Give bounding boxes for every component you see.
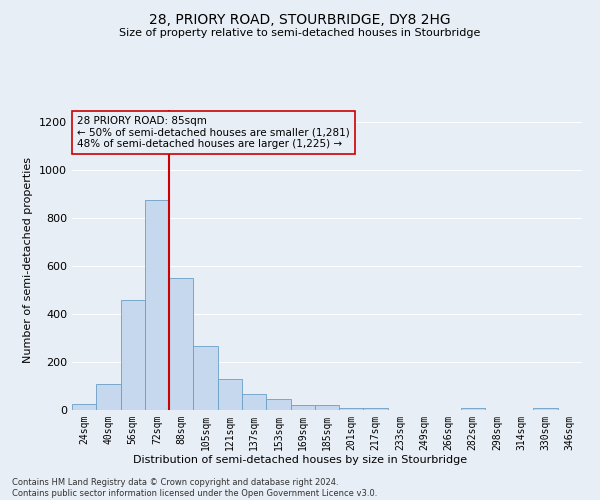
Bar <box>266 399 290 410</box>
Bar <box>315 405 339 410</box>
Bar <box>461 408 485 410</box>
Bar <box>533 408 558 410</box>
Text: 28 PRIORY ROAD: 85sqm
← 50% of semi-detached houses are smaller (1,281)
48% of s: 28 PRIORY ROAD: 85sqm ← 50% of semi-deta… <box>77 116 350 149</box>
Bar <box>121 300 145 410</box>
Bar <box>193 346 218 410</box>
Bar <box>364 408 388 410</box>
Y-axis label: Number of semi-detached properties: Number of semi-detached properties <box>23 157 34 363</box>
Text: Size of property relative to semi-detached houses in Stourbridge: Size of property relative to semi-detach… <box>119 28 481 38</box>
Bar <box>339 408 364 410</box>
Bar <box>72 404 96 410</box>
Bar <box>218 379 242 410</box>
Bar <box>290 405 315 410</box>
Bar <box>145 200 169 410</box>
Bar <box>242 394 266 410</box>
Bar <box>169 278 193 410</box>
Text: Contains HM Land Registry data © Crown copyright and database right 2024.
Contai: Contains HM Land Registry data © Crown c… <box>12 478 377 498</box>
Text: Distribution of semi-detached houses by size in Stourbridge: Distribution of semi-detached houses by … <box>133 455 467 465</box>
Text: 28, PRIORY ROAD, STOURBRIDGE, DY8 2HG: 28, PRIORY ROAD, STOURBRIDGE, DY8 2HG <box>149 12 451 26</box>
Bar <box>96 384 121 410</box>
